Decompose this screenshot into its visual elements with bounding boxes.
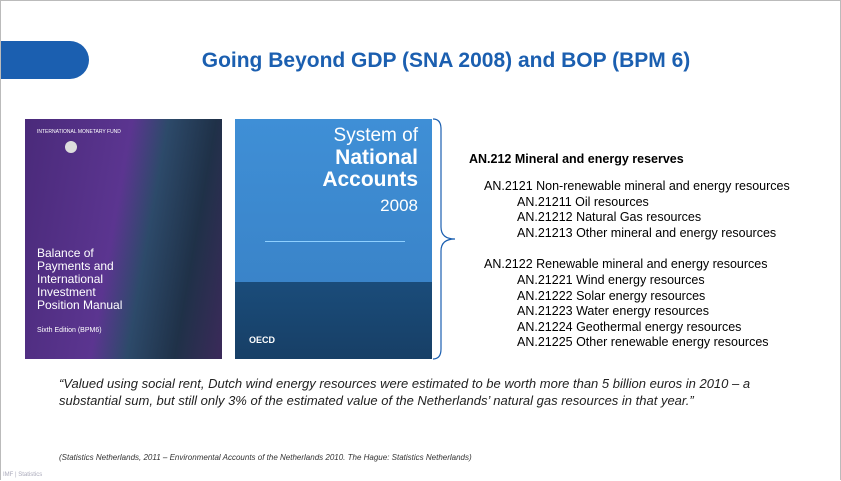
- brace-path: [432, 118, 456, 360]
- bpm6-cover: INTERNATIONAL MONETARY FUND Balance of Pa…: [25, 119, 222, 359]
- list-item: AN.21213 Other mineral and energy resour…: [517, 225, 777, 240]
- edition: Sixth Edition (BPM6): [37, 327, 102, 334]
- title-line: System of: [333, 125, 418, 146]
- decor-line: [265, 241, 405, 242]
- list-item: AN.21212 Natural Gas resources: [517, 210, 702, 225]
- list-item: AN.21222 Solar energy resources: [517, 288, 706, 303]
- list-item: AN.21221 Wind energy resources: [517, 272, 705, 287]
- group-label: AN.2121 Non-renewable mineral and energy…: [484, 179, 790, 193]
- list-item: AN.21224 Geothermal energy resources: [517, 319, 742, 334]
- title-tab: [1, 41, 89, 79]
- title-line: Accounts: [322, 168, 418, 191]
- oecd-logo: OECD: [249, 335, 276, 345]
- citation: (Statistics Netherlands, 2011 – Environm…: [59, 453, 472, 462]
- list-heading: AN.212 Mineral and energy reserves: [469, 152, 684, 166]
- list-item: AN.21225 Other renewable energy resource…: [517, 335, 769, 350]
- title-line: Payments and: [37, 259, 114, 273]
- slide-title: Going Beyond GDP (SNA 2008) and BOP (BPM…: [201, 49, 691, 72]
- title-line: National: [335, 146, 418, 169]
- title-line: International: [37, 272, 104, 286]
- brace: [432, 118, 456, 360]
- publisher: INTERNATIONAL MONETARY FUND: [37, 129, 121, 135]
- sna-cover: System of National Accounts 2008 OECD: [235, 119, 432, 359]
- title-line: Investment: [37, 285, 96, 299]
- list-item: AN.21211 Oil resources: [517, 194, 649, 209]
- group-label: AN.2122 Renewable mineral and energy res…: [484, 257, 768, 272]
- title-line: Balance of: [37, 246, 94, 260]
- imf-logo: [65, 141, 77, 153]
- list-item: AN.21223 Water energy resources: [517, 304, 709, 319]
- book-title: Balance of Payments and International Inves…: [37, 247, 122, 312]
- title-line: Position Manual: [37, 298, 123, 312]
- quote: “Valued using social rent, Dutch wind en…: [59, 376, 751, 408]
- footer: IMF | Statistics: [3, 472, 43, 478]
- reserve-list: AN.2121 Non-renewable mineral and energy…: [484, 179, 790, 351]
- title-line: 2008: [380, 196, 418, 215]
- book-title: System of National Accounts 2008: [322, 125, 418, 217]
